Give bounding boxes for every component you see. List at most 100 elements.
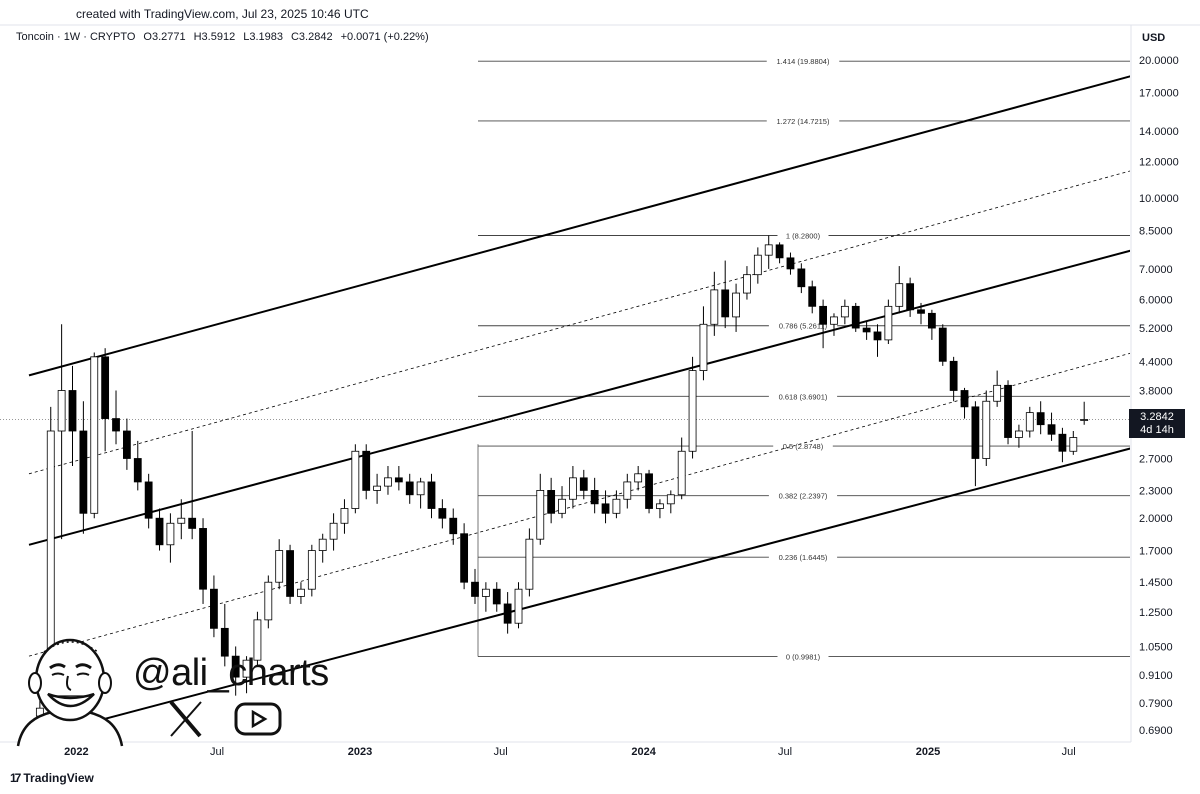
candle-bearish [775, 244, 784, 259]
candle-bullish [895, 283, 904, 307]
tradingview-brand: TradingView [23, 771, 94, 785]
candle-bearish [906, 283, 915, 311]
currency-label[interactable]: USD [1142, 32, 1166, 44]
tradingview-mark-icon: 17 [10, 771, 21, 785]
channel-line-lower[interactable] [28, 447, 1133, 740]
time-tick-label: Jul [778, 746, 792, 758]
candle-bearish [362, 450, 371, 491]
price-tick-label: 1.4500 [1139, 577, 1173, 589]
fib-level-label: 1 (8.2800) [786, 231, 821, 240]
candle-bearish [927, 312, 936, 329]
time-tick-label: 2025 [916, 746, 940, 758]
candle-bullish [340, 508, 349, 524]
candle-bearish [797, 268, 806, 288]
candle-bearish [394, 477, 403, 483]
candle-bullish [1069, 437, 1078, 452]
candle-bullish [1025, 412, 1034, 432]
fib-label-bg [768, 552, 838, 563]
candle-bullish [993, 384, 1002, 402]
fib-level-label: 0.5 (2.8748) [783, 442, 824, 451]
candle-bearish [851, 305, 860, 329]
fib-label-bg [777, 230, 829, 241]
fib-level-label: 0.786 (5.2611) [779, 322, 828, 331]
ohlc-high: H3.5912 [193, 31, 236, 43]
fib-label-bg [768, 391, 838, 402]
channel-line-upper[interactable] [28, 75, 1133, 377]
time-tick-label: 2024 [631, 746, 656, 758]
fib-level-label: 0.618 (3.6901) [779, 392, 828, 401]
candle-bullish [699, 323, 708, 371]
candle-bearish [471, 581, 479, 597]
candlesticks [35, 235, 1089, 739]
candle-bearish [188, 517, 197, 529]
fibonacci-retracement[interactable]: 0 (0.9981) 0.236 (1.6445) 0.382 (2.2397) 0.… [0, 56, 1131, 662]
price-tick-label: 2.7000 [1139, 453, 1173, 465]
fib-label-bg [766, 115, 840, 126]
ohlc-low: L3.1983 [243, 31, 283, 43]
candle-bullish [677, 450, 686, 496]
candle-bearish [122, 430, 131, 459]
fib-label-bg [777, 651, 829, 662]
cartoon-avatar-icon [16, 638, 124, 747]
candle-bearish [786, 257, 795, 270]
candle-bearish [112, 418, 120, 432]
price-tick-label: 1.2500 [1139, 607, 1173, 619]
youtube-logo-icon [234, 702, 282, 736]
time-axis[interactable]: 2022 Jul 2023 Jul 2024 Jul 2025 Jul [64, 746, 1076, 758]
price-tick-label: 17.0000 [1139, 87, 1179, 99]
candle-bullish [351, 450, 360, 509]
x-logo-icon [169, 700, 202, 738]
candle-bearish [438, 508, 447, 519]
fib-label-bg [768, 490, 838, 501]
candle-bullish [329, 522, 338, 540]
candle-bullish [242, 659, 251, 678]
candle-bearish [405, 481, 414, 496]
fib-level-label: 0.382 (2.2397) [779, 492, 828, 501]
time-tick-label: Jul [1062, 746, 1076, 758]
fib-label-bg [766, 56, 840, 67]
candle-bearish [873, 331, 882, 341]
candle-bearish [79, 430, 88, 514]
price-tick-label: 6.0000 [1139, 295, 1173, 307]
candle-bullish [264, 581, 273, 621]
tradingview-logo[interactable]: 17 TradingView [10, 771, 94, 785]
candle-bullish [177, 517, 186, 524]
candle-bearish [210, 588, 218, 629]
channel-line-lower-mid[interactable] [28, 352, 1133, 657]
price-tick-label: 7.0000 [1139, 264, 1173, 276]
candle-bearish [579, 477, 588, 491]
price-tick-label: 0.6900 [1139, 725, 1173, 737]
candle-bearish [971, 406, 980, 459]
candle-bearish [917, 309, 925, 314]
candle-bullish [666, 494, 675, 505]
time-tick-label: Jul [494, 746, 508, 758]
candle-bearish [68, 390, 77, 432]
candle-bearish [155, 517, 164, 546]
channel-line-upper-mid[interactable] [28, 170, 1133, 475]
candle-bullish [840, 305, 849, 318]
last-price-tag: 3.2842 4d 14h [1129, 409, 1185, 438]
candle-bullish [710, 289, 719, 325]
channel-line-middle[interactable] [28, 249, 1133, 546]
fib-label-bg [773, 441, 833, 452]
candle-bullish [1080, 419, 1089, 421]
created-with-credit: created with TradingView.com, Jul 23, 20… [76, 7, 369, 21]
candle-bullish [166, 522, 175, 546]
symbol-legend: Toncoin · 1W · CRYPTO O3.2771 H3.5912 L3… [16, 31, 429, 43]
candle-bullish [623, 481, 632, 500]
candle-bullish [732, 292, 740, 318]
price-tick-label: 8.5000 [1139, 225, 1173, 237]
candle-bullish [318, 538, 327, 551]
candle-bearish [492, 588, 501, 605]
candle-bullish [634, 473, 643, 483]
price-tick-label: 0.9100 [1139, 670, 1173, 682]
parallel-channel[interactable] [28, 75, 1133, 740]
candle-bearish [1058, 433, 1067, 452]
candle-bearish [101, 356, 110, 419]
price-axis[interactable]: 20.0000 17.0000 14.0000 12.0000 10.0000 8.500… [1139, 55, 1179, 737]
candle-bearish [601, 503, 610, 514]
candle-bearish [938, 327, 947, 362]
candle-bullish [743, 274, 751, 294]
symbol-name[interactable]: Toncoin · 1W · CRYPTO [16, 31, 136, 43]
